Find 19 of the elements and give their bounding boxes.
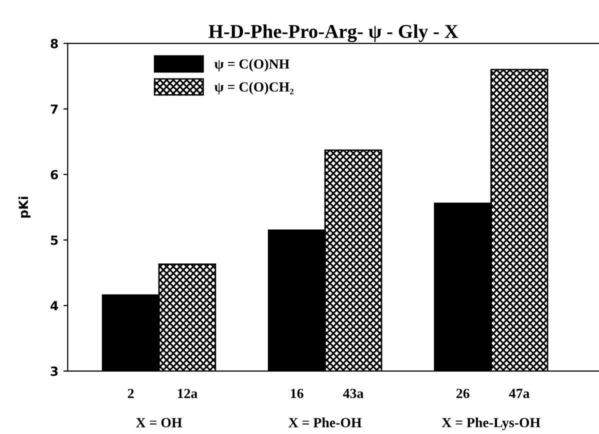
x-tick-label: X = Phe-Lys-OH <box>442 418 540 430</box>
chart-title: H-D-Phe-Pro-Arg- ψ - Gly - X <box>208 24 458 42</box>
text: 26 <box>456 388 470 398</box>
y-tick-label: 7 <box>50 104 58 114</box>
y-tick-label: 4 <box>50 301 58 310</box>
text: 16 <box>290 388 304 398</box>
y-tick-label: 5 <box>50 236 58 245</box>
legend-label: ψ = C(O)NH <box>214 58 290 72</box>
text: 43a <box>343 388 364 398</box>
text: 2 <box>128 388 134 398</box>
x-tick-label: X = Phe-OH <box>288 418 362 428</box>
legend-label: ψ = C(O)CH₂ <box>214 82 294 94</box>
x-tick-label: X = OH <box>136 418 182 428</box>
y-tick-label: 6 <box>50 170 58 180</box>
text: 47a <box>509 388 530 398</box>
text: 12a <box>178 388 198 398</box>
y-tick-label: 3 <box>50 366 58 376</box>
y-tick-label: 8 <box>50 38 58 48</box>
y-axis-title: pKi <box>18 196 31 218</box>
